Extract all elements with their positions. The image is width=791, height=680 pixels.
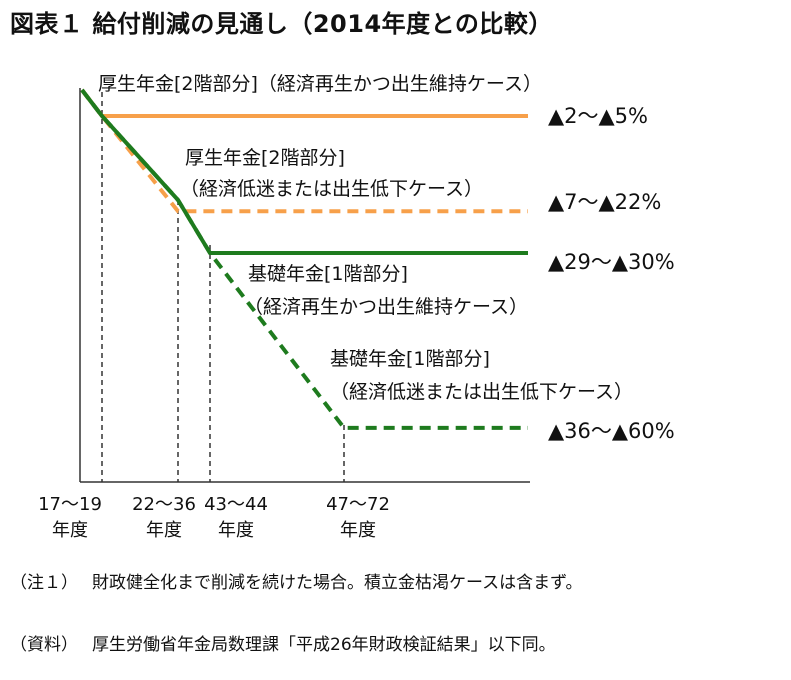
- label-kosei-teimei-1: 厚生年金[2階部分]: [185, 147, 345, 169]
- x-tick: 47～72 年度: [326, 494, 390, 542]
- note-text: 財政健全化まで削減を続けた場合。積立金枯渇ケースは含まず。: [92, 573, 583, 593]
- range-kiso-keizai-saisei: ▲29～▲30%: [548, 250, 675, 274]
- label-kosei-keizai-saisei: 厚生年金[2階部分]（経済再生かつ出生維持ケース）: [98, 73, 542, 95]
- note-key: （注１）: [10, 573, 78, 593]
- label-kosei-teimei-2: （経済低迷または出生低下ケース）: [180, 178, 484, 200]
- series-line-4: [80, 88, 528, 430]
- range-kosei-teimei: ▲7～▲22%: [548, 190, 662, 214]
- note-1: （注１） 財政健全化まで削減を続けた場合。積立金枯渇ケースは含まず。: [10, 572, 712, 595]
- x-tick: 22～36 年度: [132, 494, 196, 542]
- x-tick: 17～19 年度: [38, 494, 102, 542]
- x-tick: 43～44 年度: [204, 494, 268, 542]
- range-kiso-teimei: ▲36～▲60%: [548, 419, 675, 443]
- series-line-3: [80, 88, 528, 255]
- note-text: 厚生労働省年金局数理課「平成26年財政検証結果」以下同。: [92, 635, 556, 655]
- range-kosei-keizai-saisei: ▲2～▲5%: [548, 104, 648, 128]
- label-kiso-keizai-saisei-2: （経済再生かつ出生維持ケース）: [244, 296, 529, 318]
- series-line-2: [80, 88, 528, 214]
- note-key: （資料）: [10, 635, 78, 655]
- label-kiso-teimei-1: 基礎年金[1階部分]: [330, 348, 490, 370]
- label-kiso-teimei-2: （経済低迷または出生低下ケース）: [330, 381, 634, 403]
- label-kiso-keizai-saisei-1: 基礎年金[1階部分]: [248, 263, 408, 285]
- note-source: （資料） 厚生労働省年金局数理課「平成26年財政検証結果」以下同。: [10, 634, 712, 657]
- chart-title: 図表１ 給付削減の見通し（2014年度との比較）: [10, 10, 553, 38]
